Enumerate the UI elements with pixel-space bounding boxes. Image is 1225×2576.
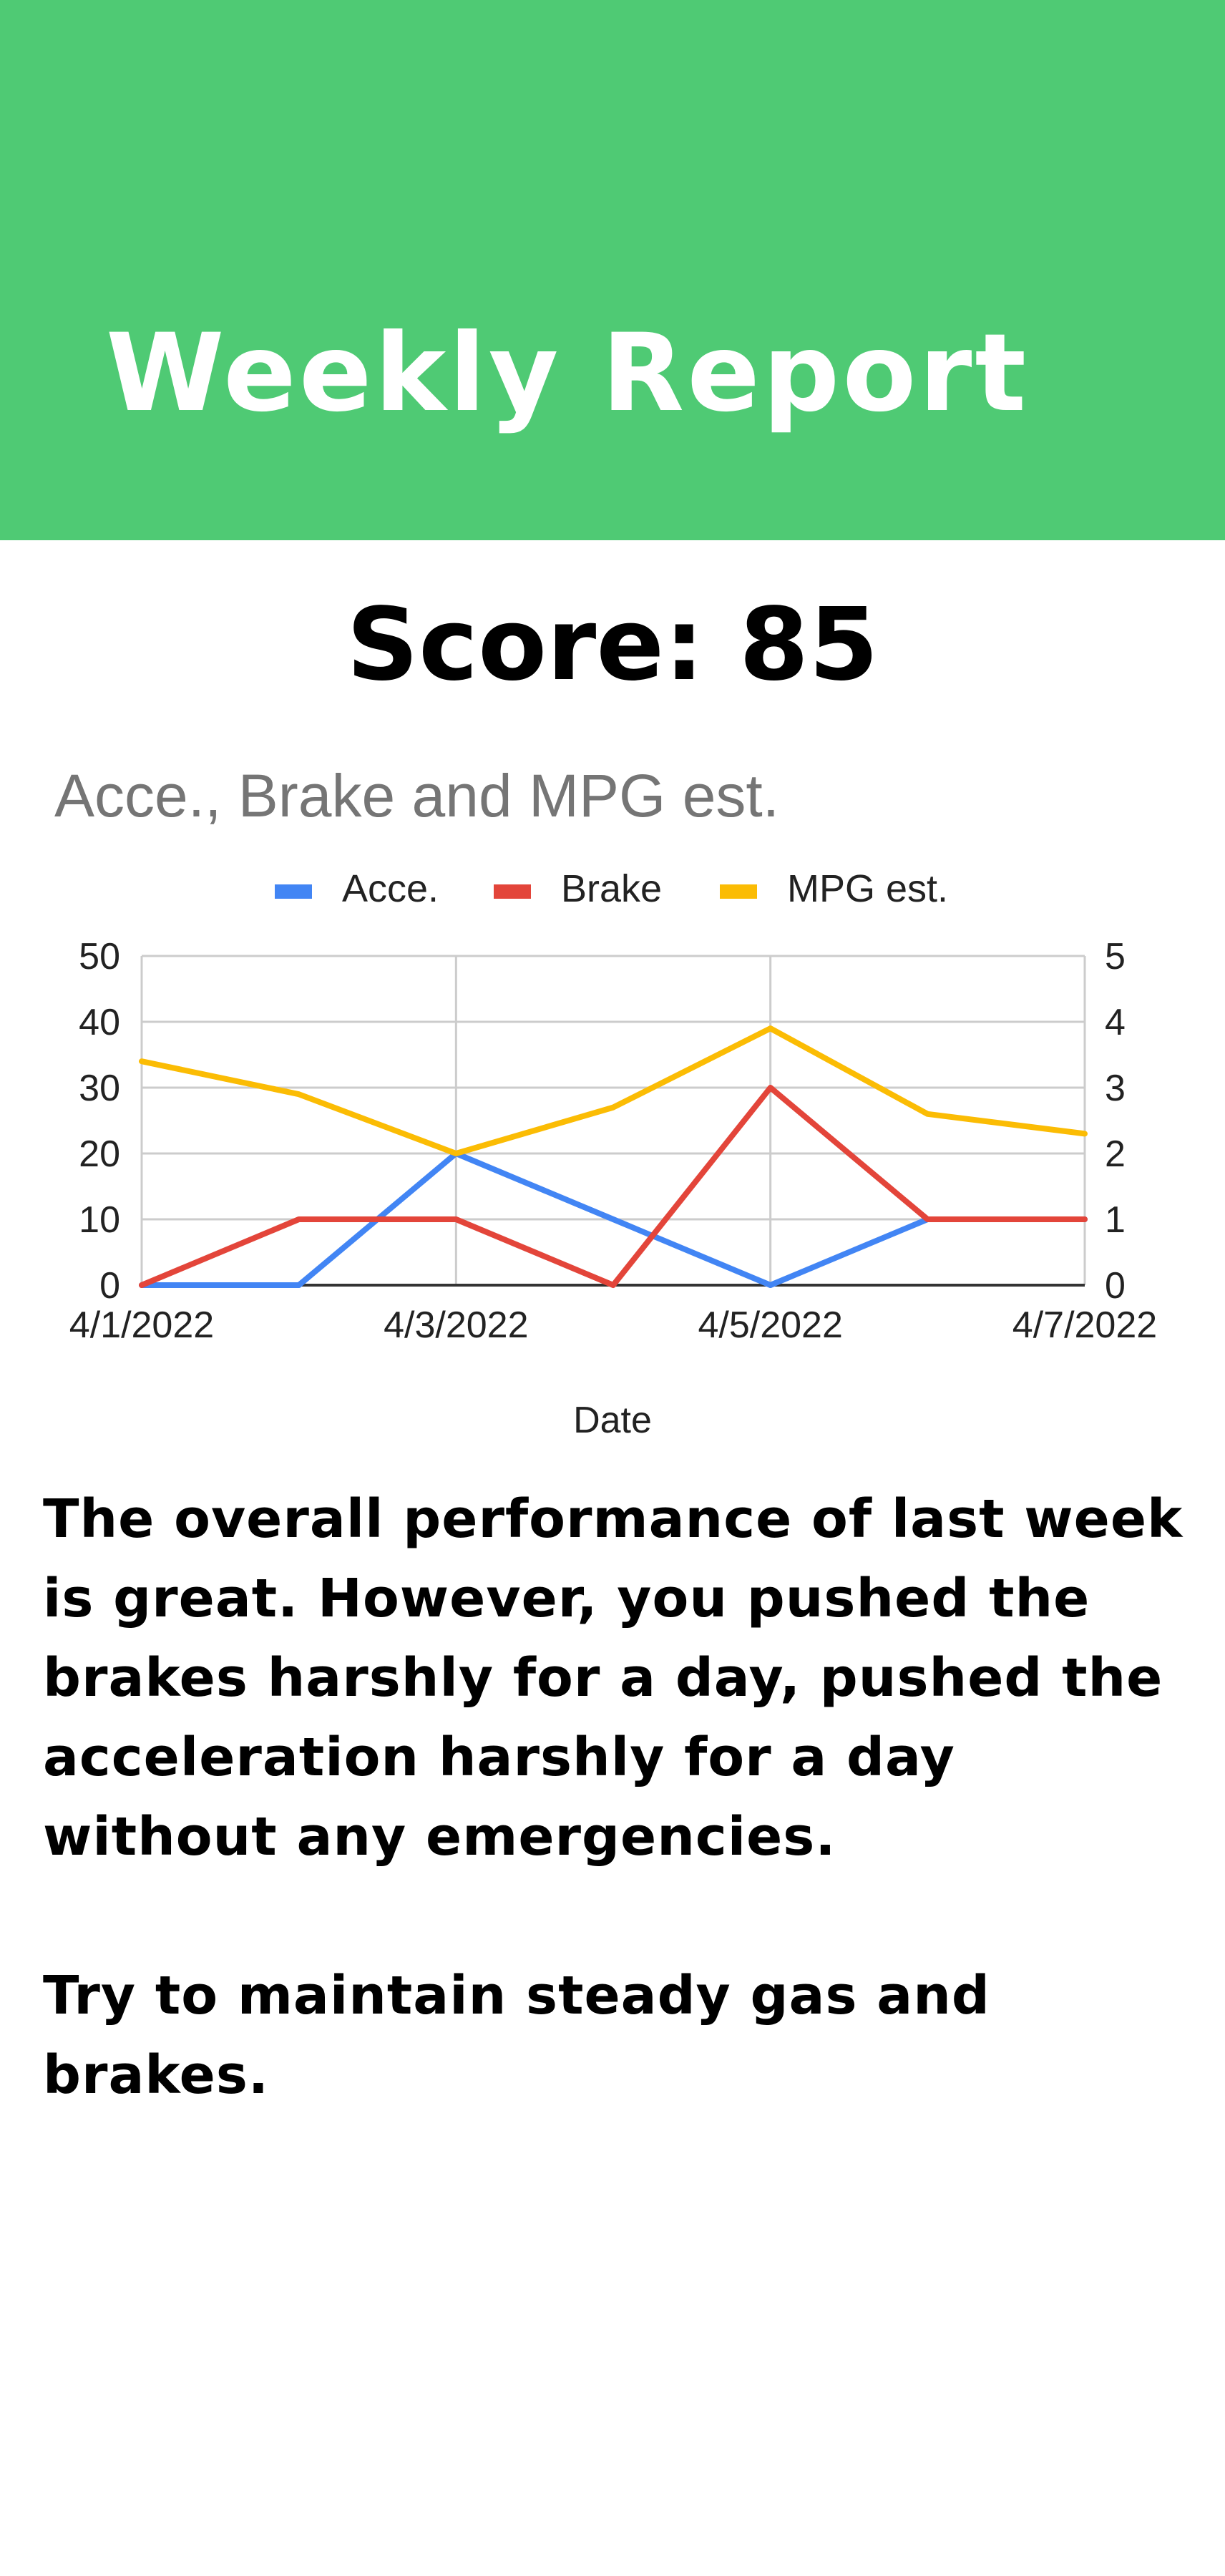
- series-line-3: [139, 1025, 1088, 1156]
- score-value: Score: 85: [346, 587, 879, 703]
- y-left-tick-label: 30: [79, 1068, 120, 1109]
- y-left-tick-label: 40: [79, 1002, 120, 1043]
- legend-swatch-3: [720, 884, 757, 899]
- y-left-tick-label: 20: [79, 1133, 120, 1175]
- line-chart: Acce., Brake and MPG est. Acce. Brake MPG …: [0, 758, 1225, 1460]
- chart-title: Acce., Brake and MPG est.: [54, 762, 779, 829]
- series-line-2: [139, 1085, 1088, 1288]
- x-axis-label: Date: [573, 1400, 652, 1441]
- legend-swatch-2: [494, 884, 531, 899]
- y-right-tick-label: 4: [1105, 1002, 1126, 1043]
- legend-swatch-1: [275, 884, 312, 899]
- chart-series: [139, 1025, 1088, 1288]
- legend-label-1: Acce.: [342, 867, 439, 910]
- message-paragraph-2: Try to maintain steady gas and brakes.: [43, 1965, 990, 2106]
- y-right-tick-label: 5: [1105, 936, 1126, 977]
- chart-grid: [140, 955, 1086, 1287]
- y-right-tick-label: 1: [1105, 1199, 1126, 1241]
- y-right-tick-label: 3: [1105, 1068, 1126, 1109]
- y-left-tick-label: 10: [79, 1199, 120, 1241]
- chart-legend: Acce. Brake MPG est.: [275, 867, 948, 910]
- report-message: The overall performance of last week is …: [43, 1480, 1188, 2115]
- chart-svg: Acce., Brake and MPG est. Acce. Brake MPG …: [54, 762, 1157, 1441]
- y-left-tick-label: 0: [99, 1265, 120, 1307]
- x-tick-label: 4/3/2022: [384, 1304, 528, 1346]
- legend-label-3: MPG est.: [787, 867, 948, 910]
- chart-ticks: 0 10 20 30 40 50 0 1 2 3 4 5 4/1/2022 4/3/2022 4/5/202…: [69, 936, 1157, 1346]
- x-tick-label: 4/5/2022: [698, 1304, 842, 1346]
- header-banner: Weekly Report: [0, 0, 1225, 540]
- x-tick-label: 4/7/2022: [1012, 1304, 1157, 1346]
- y-right-tick-label: 2: [1105, 1133, 1126, 1175]
- legend-label-2: Brake: [561, 867, 662, 910]
- y-left-tick-label: 50: [79, 936, 120, 977]
- x-tick-label: 4/1/2022: [69, 1304, 214, 1346]
- y-right-tick-label: 0: [1105, 1265, 1126, 1307]
- page-title: Weekly Report: [106, 311, 1030, 436]
- message-paragraph-1: The overall performance of last week is …: [43, 1488, 1183, 1868]
